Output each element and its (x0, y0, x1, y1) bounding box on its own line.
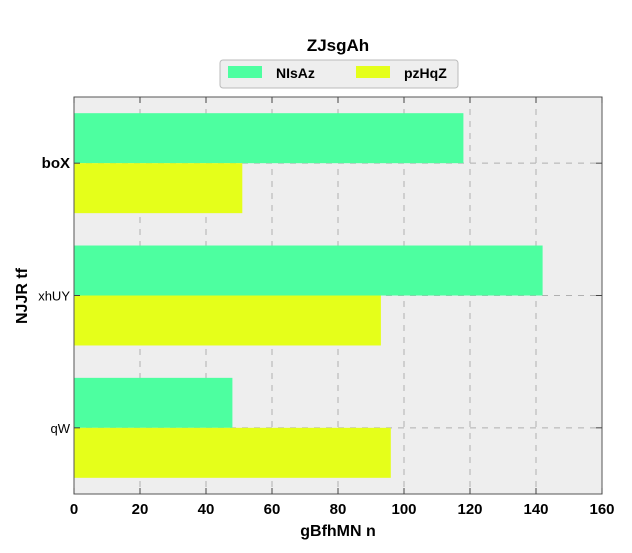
bars (74, 113, 543, 478)
y-tick-label: xhUY (38, 289, 70, 304)
x-tick-label: 0 (70, 501, 78, 518)
bar-NIsAz-xhUY (74, 245, 543, 296)
x-tick-label: 20 (132, 501, 149, 518)
legend-swatch (228, 66, 262, 78)
x-tick-label: 80 (330, 501, 347, 518)
legend: NIsAz pzHqZ (219, 59, 459, 89)
legend-box (219, 59, 459, 89)
x-tick-label: 60 (264, 501, 281, 518)
chart-title: ZJsgAh (307, 36, 369, 55)
x-tick-label: 140 (523, 501, 548, 518)
y-tick-label: boX (42, 155, 70, 172)
bar-NIsAz-qW (74, 377, 233, 428)
x-tick-labels: 0 20 40 60 80 100 120 140 160 (70, 501, 615, 518)
axis-ticks (73, 97, 603, 494)
x-tick-label: 40 (198, 501, 215, 518)
y-tick-labels: qW xhUY boX (38, 155, 71, 436)
y-axis-label: NJJR tf (14, 267, 31, 324)
legend-label: pzHqZ (404, 65, 447, 81)
legend-swatch (356, 66, 390, 78)
y-tick-label: qW (51, 421, 71, 436)
x-axis-label: gBfhMN n (300, 523, 376, 540)
x-tick-label: 160 (589, 501, 614, 518)
x-tick-label: 120 (457, 501, 482, 518)
bar-NIsAz-boX (74, 113, 464, 164)
bar-pzHqZ-qW (74, 427, 391, 478)
legend-entries: NIsAz pzHqZ (228, 65, 447, 81)
bar-pzHqZ-boX (74, 163, 243, 214)
bar-pzHqZ-xhUY (74, 295, 381, 346)
x-tick-label: 100 (391, 501, 416, 518)
legend-label: NIsAz (276, 65, 315, 81)
